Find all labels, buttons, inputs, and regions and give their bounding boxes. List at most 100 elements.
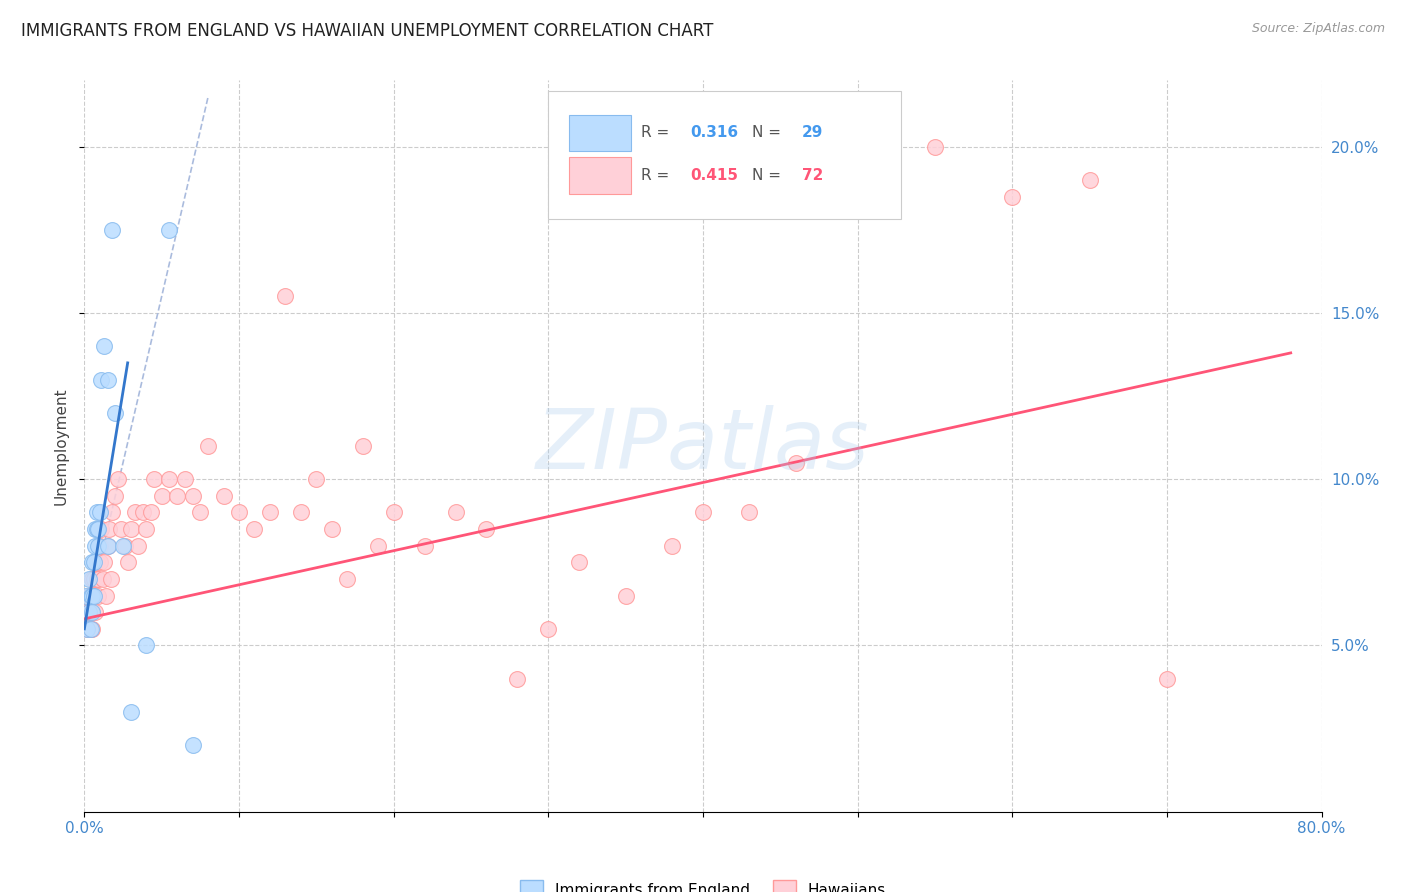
Point (83, 589, 105, 603)
Point (305, 472, 328, 486)
Point (661, 539, 683, 553)
Text: 0.415: 0.415 (690, 168, 738, 183)
Point (367, 539, 389, 553)
Point (188, 506, 212, 520)
Point (124, 506, 146, 520)
Point (77, 589, 100, 603)
Point (82, 589, 104, 603)
Point (181, 738, 204, 752)
FancyBboxPatch shape (548, 91, 901, 219)
Point (413, 539, 436, 553)
Point (290, 506, 312, 520)
Point (93, 555, 115, 569)
Point (568, 555, 591, 569)
Point (91, 572, 114, 586)
Point (159, 472, 181, 486)
Point (614, 589, 637, 603)
Point (114, 539, 136, 553)
Point (77, 605, 100, 619)
Text: 29: 29 (801, 126, 824, 140)
Text: R =: R = (641, 126, 669, 140)
Point (76, 622, 98, 636)
Point (83, 555, 105, 569)
Point (82, 572, 104, 586)
Point (104, 406, 127, 420)
Point (101, 223, 124, 237)
Point (197, 439, 219, 453)
Point (97, 539, 120, 553)
Point (336, 572, 359, 586)
Point (692, 506, 714, 520)
Point (86, 506, 108, 520)
Point (1156, 672, 1178, 686)
Point (87, 589, 110, 603)
Point (117, 555, 139, 569)
Point (243, 522, 266, 536)
Point (132, 506, 155, 520)
Point (93, 339, 115, 353)
Point (506, 672, 529, 686)
Point (98, 522, 121, 536)
Text: IMMIGRANTS FROM ENGLAND VS HAWAIIAN UNEMPLOYMENT CORRELATION CHART: IMMIGRANTS FROM ENGLAND VS HAWAIIAN UNEM… (21, 22, 713, 40)
Point (785, 456, 807, 470)
Point (82, 555, 104, 569)
Point (139, 506, 162, 520)
Point (82, 605, 104, 619)
Point (382, 506, 405, 520)
Point (76, 622, 98, 636)
Point (100, 572, 122, 586)
Point (924, 140, 946, 154)
Point (86, 555, 108, 569)
Point (79, 622, 101, 636)
Point (174, 472, 197, 486)
Point (86, 572, 108, 586)
Point (444, 506, 467, 520)
Point (150, 489, 173, 503)
Text: ZIPatlas: ZIPatlas (536, 406, 870, 486)
Point (84, 605, 107, 619)
Point (77, 572, 100, 586)
Text: 0.316: 0.316 (690, 126, 738, 140)
Point (89, 506, 111, 520)
Point (120, 522, 142, 536)
Point (87, 539, 110, 553)
Point (75, 605, 97, 619)
Point (159, 223, 181, 237)
Point (97, 372, 120, 386)
Point (212, 489, 235, 503)
Point (90, 372, 112, 386)
FancyBboxPatch shape (569, 157, 631, 194)
Point (94, 589, 117, 603)
Point (181, 489, 204, 503)
Point (104, 489, 127, 503)
Point (90, 522, 112, 536)
Y-axis label: Unemployment: Unemployment (53, 387, 69, 505)
Text: R =: R = (641, 168, 669, 183)
Point (97, 539, 120, 553)
Point (79, 622, 101, 636)
Point (166, 489, 188, 503)
Point (1001, 189, 1024, 203)
Point (846, 173, 869, 187)
Point (101, 506, 124, 520)
Point (83, 589, 105, 603)
Point (87, 572, 110, 586)
Point (87, 522, 110, 536)
Point (537, 622, 560, 636)
Point (89, 539, 111, 553)
Point (143, 472, 166, 486)
Point (86, 522, 108, 536)
Point (120, 705, 142, 719)
Point (77, 605, 100, 619)
Point (84, 522, 107, 536)
Point (82, 622, 104, 636)
Legend: Immigrants from England, Hawaiians: Immigrants from England, Hawaiians (513, 874, 893, 892)
Point (274, 289, 297, 303)
Point (107, 472, 129, 486)
Point (321, 522, 343, 536)
Point (135, 522, 157, 536)
Text: Source: ZipAtlas.com: Source: ZipAtlas.com (1251, 22, 1385, 36)
Point (112, 539, 135, 553)
Text: 72: 72 (801, 168, 824, 183)
Point (79, 605, 101, 619)
